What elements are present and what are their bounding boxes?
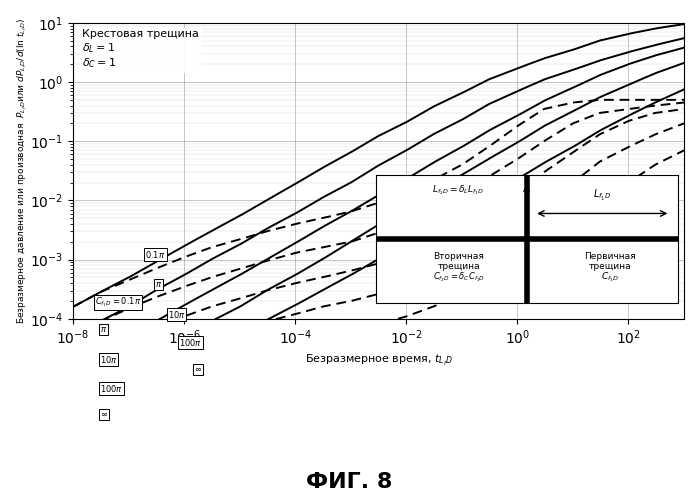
X-axis label: Безразмерное время, $t_{L_fD}$: Безразмерное время, $t_{L_fD}$ bbox=[305, 353, 452, 368]
Y-axis label: Безразмерное давление или производная  $P_{L_fD}$или $dP_{L_fD}/d$(ln $t_{L_fD}$: Безразмерное давление или производная $P… bbox=[15, 18, 29, 324]
Text: $\pi$: $\pi$ bbox=[100, 325, 107, 335]
Text: $\pi$: $\pi$ bbox=[155, 280, 162, 289]
Text: $10\pi$: $10\pi$ bbox=[168, 309, 185, 319]
Text: Крестовая трещина
$\delta_L = 1$
$\delta_C = 1$: Крестовая трещина $\delta_L = 1$ $\delta… bbox=[82, 29, 199, 71]
Text: $100\pi$: $100\pi$ bbox=[179, 337, 202, 348]
Text: $100\pi$: $100\pi$ bbox=[100, 383, 123, 393]
Text: $\infty$: $\infty$ bbox=[100, 410, 108, 419]
Text: $C_{f_1D}=0.1\pi$: $C_{f_1D}=0.1\pi$ bbox=[95, 295, 141, 309]
Text: $10\pi$: $10\pi$ bbox=[100, 353, 117, 365]
Text: $0.1\pi$: $0.1\pi$ bbox=[145, 249, 166, 261]
Text: $\infty$: $\infty$ bbox=[194, 365, 202, 374]
Text: ФИГ. 8: ФИГ. 8 bbox=[306, 471, 393, 490]
